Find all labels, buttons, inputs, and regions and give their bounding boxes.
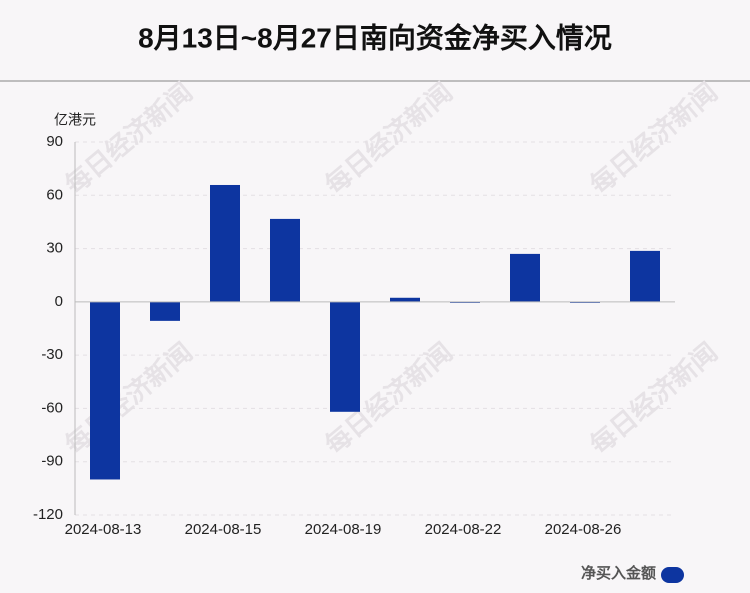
bar [90,301,120,480]
y-tick-label: 0 [55,293,63,310]
y-axis-label: 亿港元 [54,112,96,128]
x-tick-label: 2024-08-22 [425,521,502,538]
bar [390,297,420,302]
chart-title: 8月13日~8月27日南向资金净买入情况 [138,21,612,53]
y-tick-label: -60 [41,399,63,416]
x-tick-label: 2024-08-13 [65,521,142,538]
bar [270,218,300,302]
bar [330,301,360,412]
y-tick-label: 60 [46,186,63,203]
y-tick-label: -90 [41,453,63,470]
x-tick-label: 2024-08-19 [305,521,382,538]
bar [210,184,240,302]
legend-swatch [661,567,684,583]
bar [150,301,180,321]
y-tick-label: 90 [46,133,63,150]
x-tick-label: 2024-08-26 [545,521,622,538]
bar [630,250,660,302]
y-tick-label: 30 [46,240,63,257]
legend-label: 净买入金额 [581,564,656,582]
bar [510,253,540,302]
y-tick-label: -30 [41,346,63,363]
y-tick-label: -120 [33,506,63,523]
x-tick-label: 2024-08-15 [185,521,262,538]
